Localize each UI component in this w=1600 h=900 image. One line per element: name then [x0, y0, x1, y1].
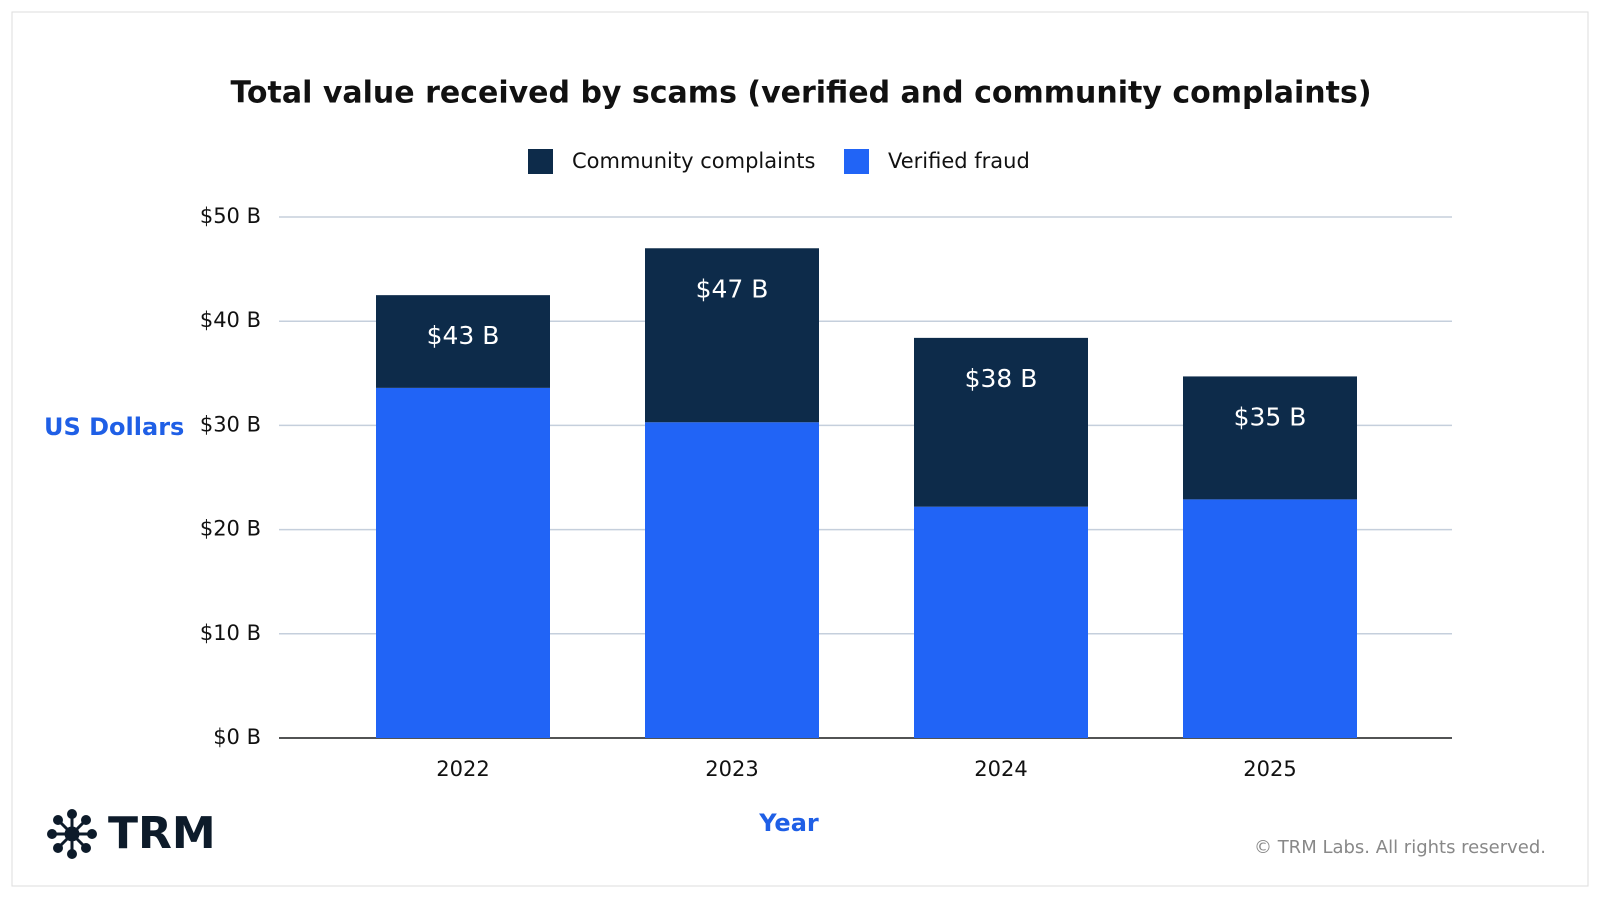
bar-segment: [914, 506, 1088, 738]
total-label: $35 B: [1234, 402, 1307, 431]
bar-segment: [645, 422, 819, 738]
legend-swatch: [528, 149, 553, 174]
total-label: $38 B: [965, 364, 1038, 393]
x-axis-label: Year: [758, 809, 819, 837]
legend-label: Verified fraud: [888, 149, 1030, 173]
bar-segment: [376, 387, 550, 738]
logo-icon: [47, 809, 97, 859]
total-label: $47 B: [696, 274, 769, 303]
y-axis-label: US Dollars: [44, 413, 184, 441]
brand: TRM: [108, 808, 216, 859]
x-tick-label: 2024: [974, 757, 1027, 781]
y-tick-label: $0 B: [213, 725, 261, 749]
x-tick-label: 2023: [705, 757, 758, 781]
bar-segment: [376, 295, 550, 388]
bar-segment: [914, 337, 1088, 507]
chart-title: Total value received by scams (verified …: [230, 76, 1371, 111]
x-tick-label: 2025: [1243, 757, 1296, 781]
y-tick-label: $30 B: [200, 412, 261, 436]
x-tick-label: 2022: [436, 757, 489, 781]
bar-segment: [1183, 376, 1357, 500]
bar-segment: [645, 248, 819, 423]
y-tick-label: $50 B: [200, 204, 261, 228]
y-tick-label: $40 B: [200, 308, 261, 332]
y-tick-label: $20 B: [200, 517, 261, 541]
y-tick-label: $10 B: [200, 621, 261, 645]
legend-swatch: [844, 149, 869, 174]
footer: © TRM Labs. All rights reserved.: [1254, 837, 1546, 858]
bar-segment: [1183, 499, 1357, 738]
total-label: $43 B: [427, 321, 500, 350]
legend-label: Community complaints: [572, 149, 815, 173]
